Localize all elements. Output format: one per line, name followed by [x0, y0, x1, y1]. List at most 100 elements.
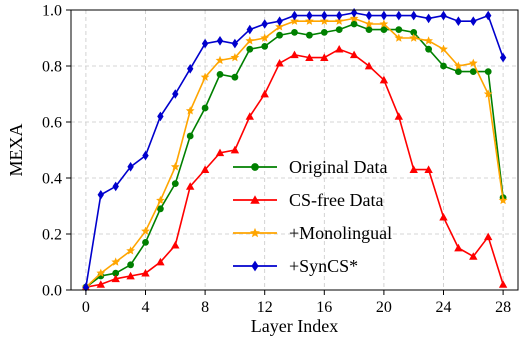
data-point — [126, 271, 135, 280]
data-point — [96, 268, 106, 277]
data-point — [245, 112, 254, 120]
data-point — [201, 104, 209, 112]
x-tick-label: 24 — [436, 299, 452, 316]
data-point — [126, 246, 135, 255]
y-tick-label: 0.0 — [42, 283, 62, 300]
x-axis-label: Layer Index — [251, 316, 338, 336]
data-point — [379, 19, 389, 28]
data-point — [395, 26, 403, 33]
data-point — [395, 10, 402, 21]
x-tick-label: 12 — [257, 299, 273, 316]
legend-label: +Monolingual — [289, 223, 392, 243]
x-tick-label: 0 — [82, 299, 90, 316]
data-point — [380, 10, 388, 21]
legend-entry: +Monolingual — [233, 223, 392, 243]
data-point — [275, 22, 284, 31]
legend-marker — [250, 227, 260, 238]
data-point — [157, 205, 164, 213]
legend: Original Data CS-free Data +Monolingual +Sy… — [233, 157, 392, 276]
data-point — [365, 10, 373, 21]
data-point — [335, 26, 343, 33]
data-point — [306, 10, 313, 21]
data-point — [469, 68, 477, 75]
data-point — [261, 19, 268, 29]
x-tick-label: 16 — [316, 299, 332, 316]
data-point — [380, 26, 388, 33]
data-point — [245, 36, 255, 45]
data-point — [231, 38, 239, 49]
series-2 — [81, 13, 508, 291]
y-tick-label: 0.4 — [42, 171, 62, 188]
data-point — [439, 213, 448, 221]
plot-frame — [70, 9, 519, 291]
data-point — [112, 269, 120, 277]
data-point — [499, 52, 507, 63]
data-point — [230, 145, 240, 154]
series-layer — [81, 8, 508, 292]
data-point — [469, 252, 478, 260]
data-point — [470, 16, 477, 26]
data-point — [156, 257, 165, 266]
data-point — [454, 61, 463, 70]
data-point — [455, 16, 462, 26]
data-point — [424, 165, 433, 173]
x-tick-label: 20 — [376, 299, 392, 316]
legend-entry: +SynCS* — [233, 256, 358, 276]
legend-entry: CS-free Data — [233, 190, 383, 210]
data-point — [201, 38, 209, 49]
series-0 — [82, 20, 507, 291]
data-point — [439, 44, 448, 53]
data-point — [335, 45, 344, 53]
y-tick-label: 1.0 — [42, 3, 62, 20]
data-point — [485, 10, 492, 21]
y-axis-label: MEXA — [6, 124, 26, 177]
data-point — [141, 269, 150, 277]
legend-label: CS-free Data — [289, 190, 383, 210]
data-point — [321, 10, 328, 21]
series-line — [85, 17, 504, 288]
data-point — [127, 162, 134, 172]
data-point — [410, 29, 418, 36]
data-point — [455, 68, 462, 75]
data-point — [200, 165, 210, 173]
data-point — [142, 239, 149, 246]
data-point — [97, 190, 104, 200]
data-point — [409, 165, 418, 173]
data-point — [424, 36, 433, 45]
data-point — [111, 274, 120, 283]
data-point — [96, 280, 105, 288]
data-point — [350, 20, 358, 28]
data-point — [216, 71, 224, 78]
data-point — [364, 19, 374, 28]
data-point — [483, 89, 493, 98]
data-point — [157, 111, 164, 122]
series-3 — [82, 8, 507, 292]
data-point — [275, 59, 284, 67]
data-point — [185, 106, 195, 115]
y-tick-label: 0.8 — [42, 59, 62, 76]
data-point — [186, 132, 194, 140]
data-point — [290, 50, 299, 59]
data-point — [440, 10, 447, 21]
data-point — [260, 33, 270, 42]
legend-entry: Original Data — [233, 157, 387, 177]
data-point — [142, 150, 149, 161]
data-point — [230, 53, 240, 62]
y-tick-label: 0.6 — [42, 115, 62, 132]
data-point — [454, 243, 463, 252]
data-point — [336, 10, 343, 21]
data-point — [215, 55, 225, 65]
data-point — [216, 36, 224, 46]
data-point — [215, 148, 225, 157]
data-point — [364, 61, 374, 70]
data-point — [246, 45, 254, 53]
data-point — [231, 73, 239, 81]
data-point — [200, 72, 210, 81]
data-point — [440, 62, 447, 70]
data-point — [141, 226, 150, 235]
data-point — [172, 89, 179, 99]
data-point — [410, 10, 417, 21]
data-point — [394, 33, 404, 42]
data-point — [350, 8, 358, 18]
data-point — [127, 261, 134, 269]
